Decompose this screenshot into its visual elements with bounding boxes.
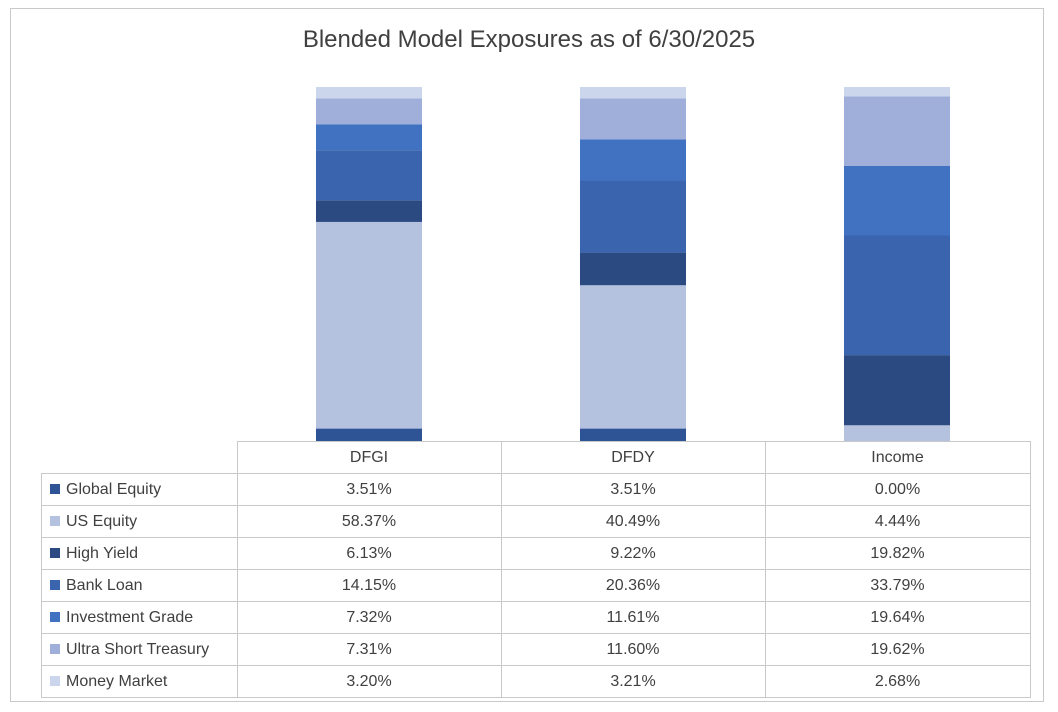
bar-segment-income-ultra-short-treasury: [844, 96, 950, 166]
bar-segment-dfgi-money-market: [316, 87, 422, 99]
legend-swatch: [50, 675, 60, 686]
bar-segment-income-high-yield: [844, 355, 950, 426]
bar-segment-income-bank-loan: [844, 235, 950, 356]
value-cell: 14.15%: [236, 569, 502, 602]
series-name: Bank Loan: [66, 576, 143, 594]
table-row: Ultra Short Treasury 7.31% 11.60% 19.62%: [41, 633, 1031, 666]
bar-segment-dfgi-global-equity: [316, 428, 422, 441]
bar-segment-dfdy-investment-grade: [580, 139, 686, 181]
series-label-cell: Bank Loan: [41, 569, 238, 602]
table-row: High Yield 6.13% 9.22% 19.82%: [41, 537, 1031, 570]
series-label-cell: Global Equity: [41, 473, 238, 506]
value-cell: 19.62%: [764, 633, 1031, 666]
bar-segment-dfdy-global-equity: [580, 428, 686, 441]
bar-segment-dfgi-high-yield: [316, 200, 422, 222]
value-cell: 58.37%: [236, 505, 502, 538]
series-label-cell: Ultra Short Treasury: [41, 633, 238, 666]
value-cell: 40.49%: [500, 505, 766, 538]
value-cell: 9.22%: [500, 537, 766, 570]
series-name: Global Equity: [66, 480, 162, 498]
table-header-row: DFGI DFDY Income: [41, 441, 1031, 474]
bar-segment-income-investment-grade: [844, 165, 950, 236]
value-cell: 7.32%: [236, 601, 502, 634]
value-cell: 20.36%: [500, 569, 766, 602]
series-name: High Yield: [66, 544, 139, 562]
value-cell: 3.20%: [236, 665, 502, 698]
bar-segment-dfdy-us-equity: [580, 285, 686, 429]
table-row: Bank Loan 14.15% 20.36% 33.79%: [41, 569, 1031, 602]
bar-segment-dfdy-ultra-short-treasury: [580, 98, 686, 140]
value-cell: 0.00%: [764, 473, 1031, 506]
value-cell: 19.64%: [764, 601, 1031, 634]
series-name: US Equity: [66, 512, 138, 530]
series-name: Money Market: [66, 672, 168, 690]
table-row: US Equity 58.37% 40.49% 4.44%: [41, 505, 1031, 538]
legend-swatch: [50, 547, 60, 558]
value-cell: 7.31%: [236, 633, 502, 666]
legend-swatch: [50, 515, 60, 526]
series-label-cell: Investment Grade: [41, 601, 238, 634]
value-cell: 19.82%: [764, 537, 1031, 570]
bar-segment-dfdy-bank-loan: [580, 180, 686, 253]
legend-swatch: [50, 483, 60, 494]
value-cell: 3.51%: [500, 473, 766, 506]
bar-segment-dfgi-ultra-short-treasury: [316, 98, 422, 125]
series-name: Ultra Short Treasury: [66, 640, 210, 658]
value-cell: 3.21%: [500, 665, 766, 698]
bar-segment-dfdy-money-market: [580, 87, 686, 99]
value-cell: 33.79%: [764, 569, 1031, 602]
value-cell: 4.44%: [764, 505, 1031, 538]
chart-title: Blended Model Exposures as of 6/30/2025: [302, 26, 756, 53]
bar-segment-income-us-equity: [844, 425, 950, 441]
legend-swatch: [50, 643, 60, 654]
table-header-income: Income: [764, 441, 1031, 474]
table-header-dfdy: DFDY: [500, 441, 766, 474]
bar-segment-dfgi-investment-grade: [316, 124, 422, 151]
table-row: Global Equity 3.51% 3.51% 0.00%: [41, 473, 1031, 506]
series-name: Investment Grade: [66, 608, 194, 626]
value-cell: 2.68%: [764, 665, 1031, 698]
series-label-cell: Money Market: [41, 665, 238, 698]
table-header-blank: [41, 441, 238, 474]
data-table: DFGI DFDY Income Global Equity 3.51% 3.51%…: [41, 441, 1031, 698]
table-row: Money Market 3.20% 3.21% 2.68%: [41, 665, 1031, 698]
bar-segment-dfgi-bank-loan: [316, 150, 422, 201]
value-cell: 3.51%: [236, 473, 502, 506]
value-cell: 11.61%: [500, 601, 766, 634]
bar-segment-dfgi-us-equity: [316, 221, 422, 429]
bar-segment-income-money-market: [844, 87, 950, 97]
value-cell: 6.13%: [236, 537, 502, 570]
chart-frame: [10, 8, 1044, 702]
table-row: Investment Grade 7.32% 11.61% 19.64%: [41, 601, 1031, 634]
legend-swatch: [50, 579, 60, 590]
legend-swatch: [50, 611, 60, 622]
table-header-dfgi: DFGI: [236, 441, 502, 474]
series-label-cell: US Equity: [41, 505, 238, 538]
value-cell: 11.60%: [500, 633, 766, 666]
series-label-cell: High Yield: [41, 537, 238, 570]
bar-segment-dfdy-high-yield: [580, 252, 686, 286]
